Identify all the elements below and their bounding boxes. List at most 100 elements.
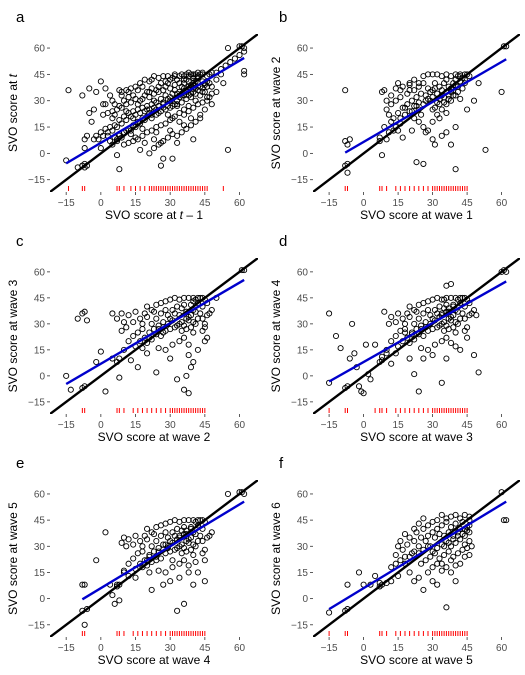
data-point [420, 586, 427, 593]
data-point [500, 43, 507, 50]
data-point [132, 308, 139, 315]
data-point [130, 332, 137, 340]
data-point [401, 553, 409, 560]
x-tick-label: 45 [462, 420, 474, 431]
data-point [162, 520, 169, 527]
data-point [461, 80, 468, 87]
data-point [220, 80, 227, 87]
data-point [176, 73, 183, 80]
data-point [438, 132, 445, 139]
data-point [180, 557, 188, 564]
data-point [150, 73, 158, 80]
data-point [372, 341, 379, 348]
data-point [197, 115, 204, 122]
data-point [360, 390, 367, 397]
data-point [431, 104, 438, 111]
data-point [167, 355, 174, 362]
data-point [337, 345, 344, 352]
data-point [434, 581, 441, 588]
data-point [63, 372, 70, 379]
data-point [139, 320, 146, 327]
data-point [470, 306, 478, 314]
panel-letter: d [279, 233, 287, 250]
data-point [197, 310, 204, 317]
data-point [411, 87, 418, 94]
y-tick-label: −15 [28, 397, 45, 408]
data-point [148, 543, 155, 550]
data-point [392, 319, 399, 326]
data-point [424, 346, 432, 353]
data-point [498, 489, 505, 496]
data-point [157, 162, 164, 169]
data-point [116, 374, 123, 381]
data-point [447, 569, 455, 576]
panel-letter: b [279, 9, 287, 26]
data-point [123, 543, 130, 550]
data-point [411, 538, 418, 545]
data-point [420, 123, 427, 131]
data-point [443, 282, 450, 289]
data-point [422, 97, 429, 104]
data-point [118, 92, 125, 99]
y-axis-title: SVO score at wave 6 [269, 502, 283, 615]
data-point [355, 569, 363, 576]
data-point [406, 313, 413, 320]
data-point [162, 346, 169, 353]
data-point [470, 97, 478, 104]
data-point [224, 44, 232, 52]
data-point [431, 85, 438, 92]
x-tick-label: 60 [234, 420, 246, 431]
data-point [241, 48, 248, 55]
data-point [174, 607, 181, 614]
data-point [102, 529, 109, 536]
x-axis-title: SVO score at wave 1 [360, 208, 473, 222]
data-point [194, 569, 201, 576]
data-point [411, 336, 418, 343]
data-point [148, 336, 155, 343]
data-point [118, 539, 125, 546]
data-point [388, 313, 395, 320]
y-tick-label: −15 [28, 620, 45, 631]
data-point [450, 92, 457, 99]
data-point [397, 87, 404, 94]
data-point [176, 560, 183, 567]
y-tick-label: 45 [34, 70, 46, 81]
data-point [160, 581, 167, 588]
data-point [388, 564, 395, 571]
y-tick-label: 15 [297, 123, 309, 134]
plot-area [313, 34, 520, 192]
data-point [162, 83, 169, 90]
data-point [397, 538, 404, 545]
data-point [109, 592, 116, 599]
data-point [424, 298, 432, 305]
data-point [81, 581, 88, 588]
data-point [192, 118, 199, 125]
data-point [187, 301, 195, 308]
plot-area [313, 258, 520, 414]
data-point [344, 581, 351, 588]
data-point [376, 134, 383, 141]
data-point [160, 138, 167, 145]
x-tick-label: −15 [58, 198, 75, 209]
data-point [194, 517, 201, 524]
x-axis-title: SVO score at t – 1 [105, 208, 203, 222]
data-point [185, 352, 192, 359]
data-point [174, 139, 181, 146]
data-point [74, 164, 81, 171]
data-point [241, 490, 248, 498]
data-point [429, 136, 436, 143]
data-point [454, 88, 461, 95]
data-point [395, 543, 402, 550]
data-point [120, 319, 128, 326]
data-point [395, 109, 402, 117]
data-point [447, 557, 455, 564]
data-point [201, 557, 208, 564]
data-point [498, 88, 505, 95]
data-point [171, 546, 178, 553]
y-tick-label: 30 [297, 319, 309, 330]
data-point [157, 532, 164, 539]
data-point [194, 294, 201, 301]
data-point [155, 141, 162, 148]
y-tick-label: 45 [34, 293, 46, 304]
data-point [415, 315, 422, 322]
